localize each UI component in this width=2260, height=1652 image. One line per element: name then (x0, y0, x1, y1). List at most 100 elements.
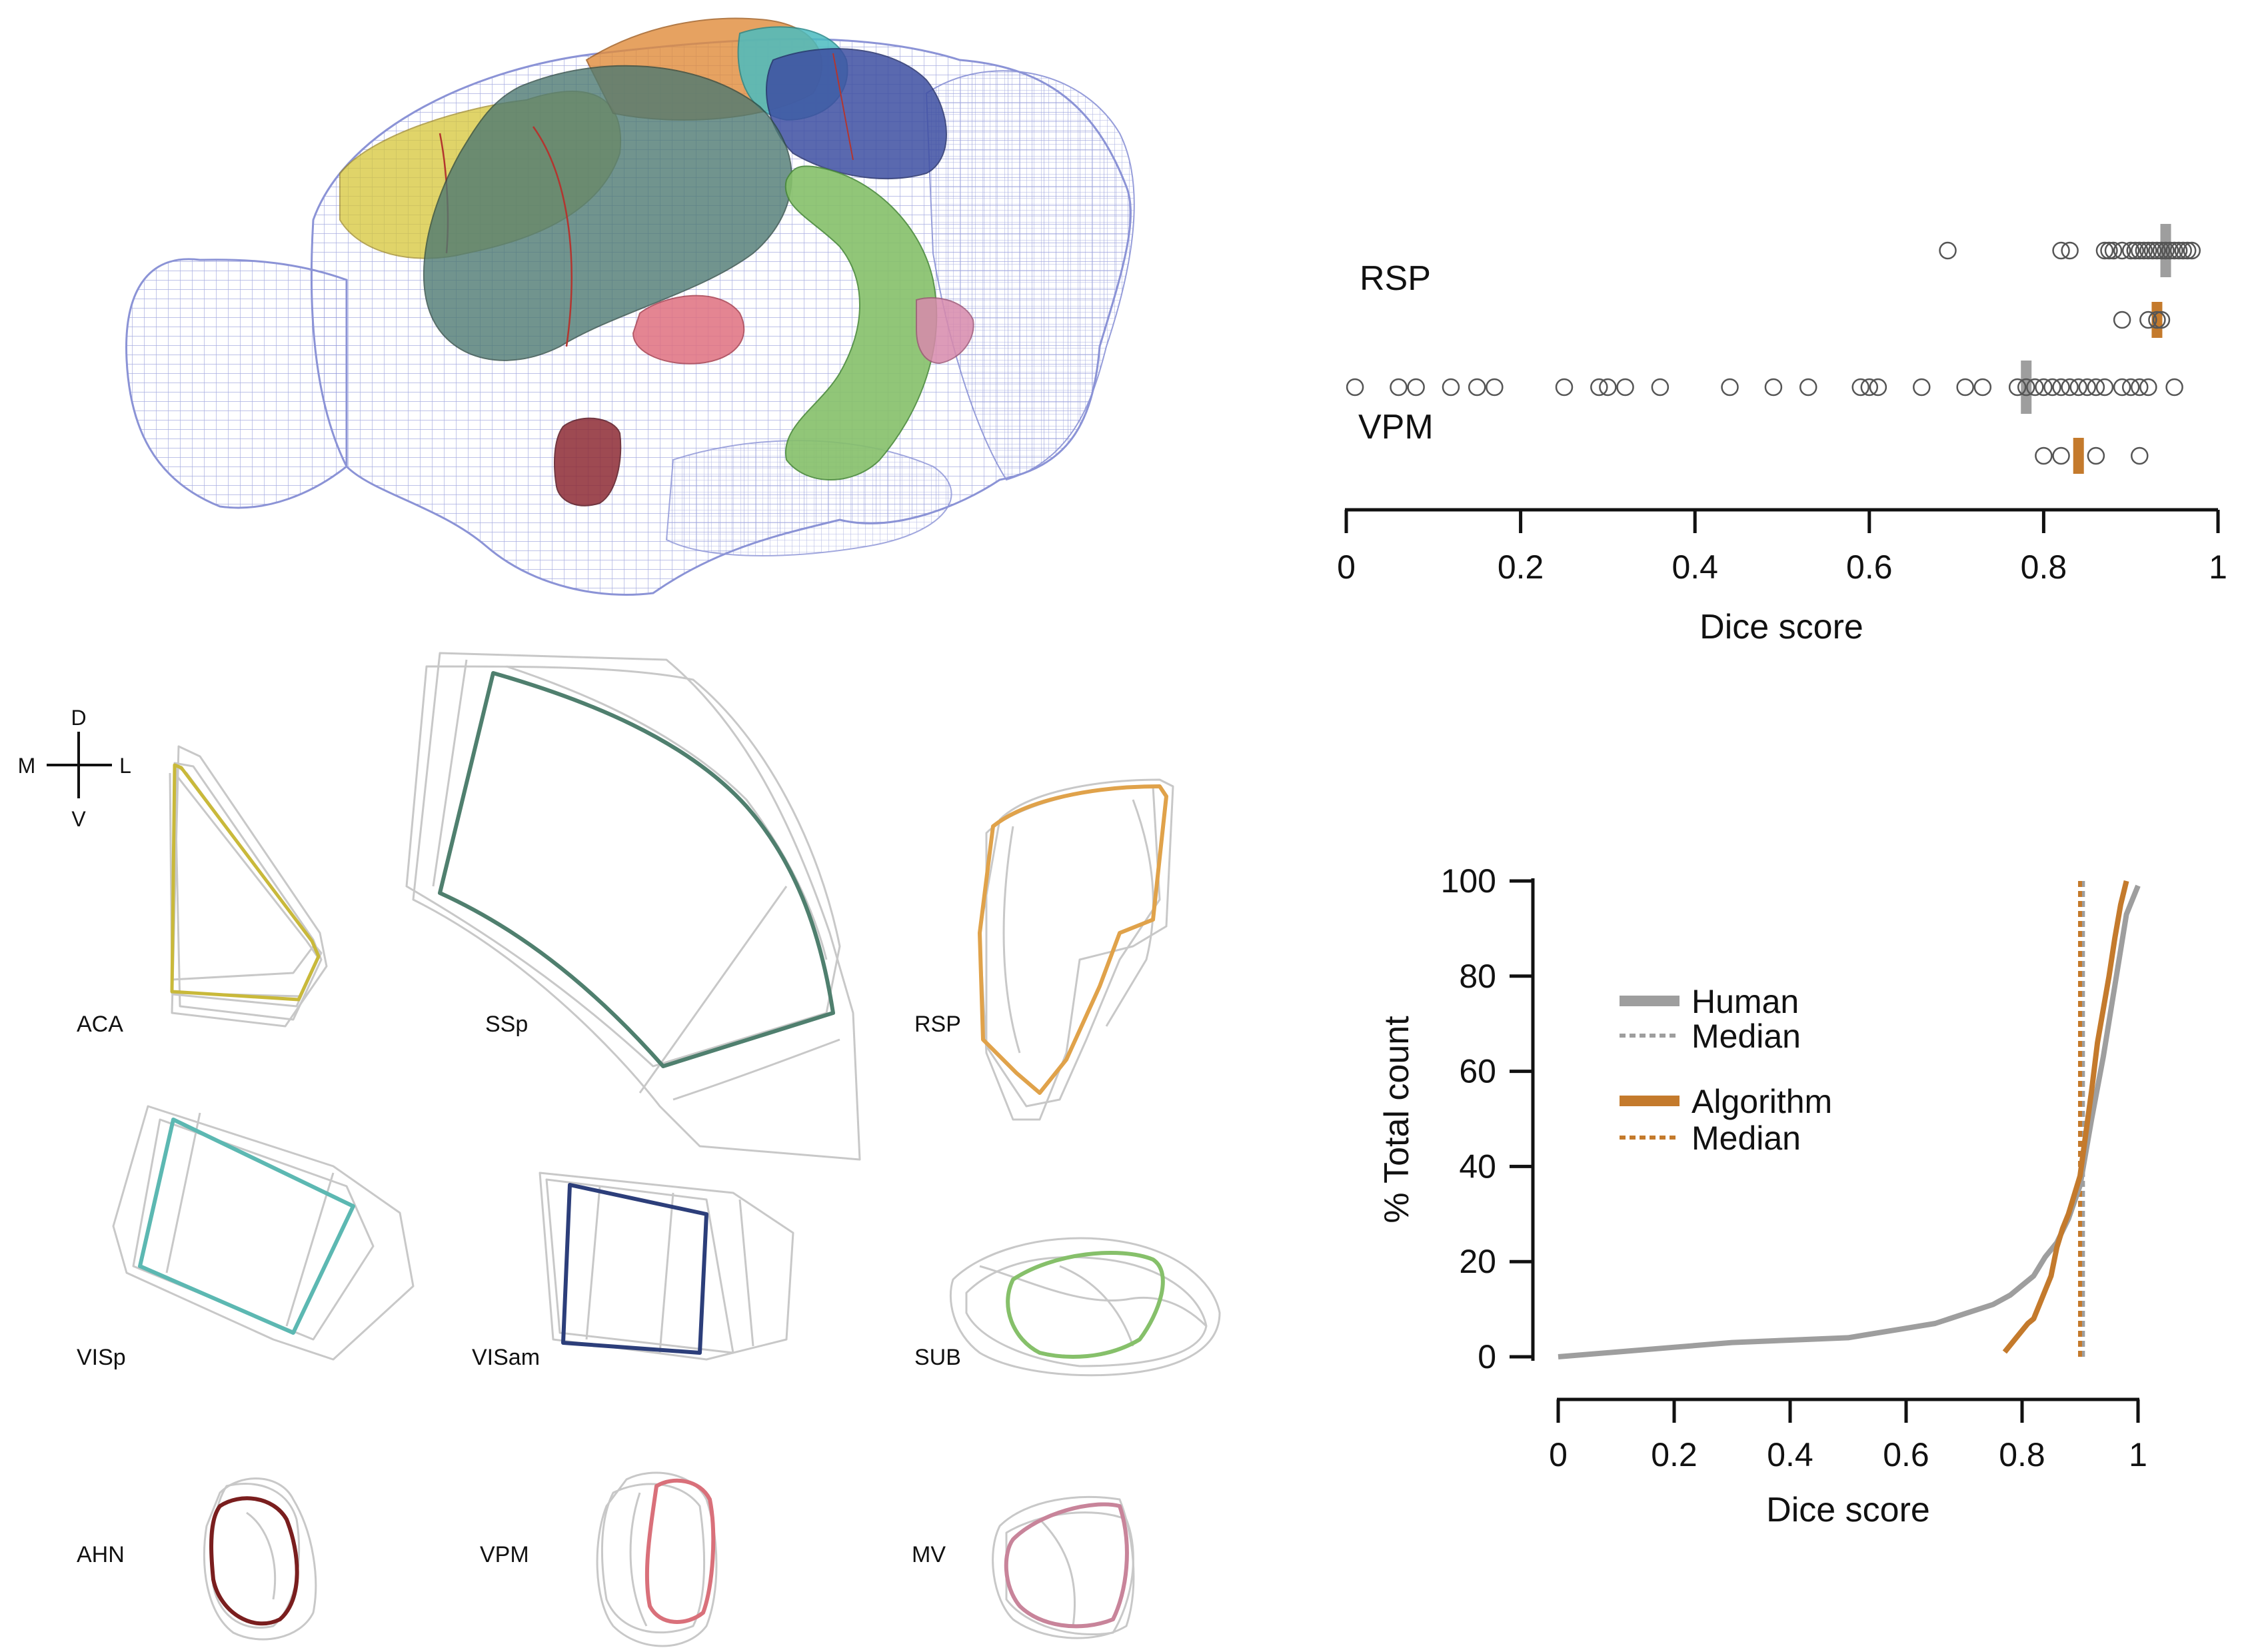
dotplot-human-point-VPM (1913, 378, 1931, 397)
region-label-VISam: VISam (472, 1345, 540, 1370)
dotplot-human-point-VPM (1486, 378, 1504, 397)
dotplot-x-tick-label: 0.6 (1846, 548, 1893, 586)
brain-region-AHN (554, 417, 622, 506)
dotplot-human-point-VPM (1799, 378, 1817, 397)
outline-SUB (949, 1237, 1221, 1377)
dotplot-algorithm-median-VPM (2073, 438, 2084, 474)
brain-region-VPM (632, 295, 745, 365)
dotplot-human-point-VPM (2078, 378, 2097, 397)
region-label-ACA: ACA (77, 1012, 123, 1037)
dotplot-human-point-VPM (1442, 378, 1460, 397)
brain-cerebellum-mesh (925, 70, 1135, 481)
dotplot-x-tick-label: 1 (2209, 548, 2227, 586)
dotplot-human-point-VPM (1651, 378, 1670, 397)
dotplot-human-point-RSP (2131, 241, 2149, 260)
orient-lateral: L (119, 754, 131, 778)
dotplot-human-point-VPM (2165, 378, 2183, 397)
dotplot-human-point-VPM (1851, 378, 1869, 397)
orient-medial: M (18, 754, 36, 778)
dotplot-human-point-RSP (2113, 241, 2131, 260)
cdf-y-tick-label: 0 (1478, 1338, 1496, 1375)
dotplot-human-point-RSP (2169, 241, 2188, 260)
dotplot-human-point-RSP (2104, 241, 2123, 260)
dotplot-human-point-RSP (2143, 241, 2162, 260)
dotplot-algorithm-point-VPM (2131, 446, 2149, 465)
dotplot-human-point-VPM (1616, 378, 1634, 397)
cumulative-chart: 0 0.2 0.4 0.6 0.8 1 0 20 40 60 80 100 Dice score %… (1378, 862, 2147, 1529)
dotplot-human-point-RSP (2165, 241, 2183, 260)
dotplot-algorithm-point-RSP (2148, 311, 2166, 329)
legend-label-algorithm: Algorithm (1692, 1083, 1832, 1120)
dotplot-human-point-VPM (1956, 378, 1974, 397)
dotplot-human-point-RSP (2178, 241, 2197, 260)
dotplot-x-ticks: 0 0.2 0.4 0.6 0.8 1 (1337, 510, 2227, 586)
legend-label-algorithm-median: Median (1692, 1120, 1801, 1157)
dotplot-human-point-RSP (2152, 241, 2171, 260)
dotplot-human-point-VPM (2131, 378, 2149, 397)
dotplot-human-point-VPM (2121, 378, 2140, 397)
region-label-SUB: SUB (914, 1345, 961, 1370)
dotplot-x-tick-label: 0 (1337, 548, 1356, 586)
region-label-RSP: RSP (914, 1012, 961, 1037)
dotplot-human-point-VPM (2113, 378, 2131, 397)
dotplot-human-point-VPM (2035, 378, 2053, 397)
dotplot-human-point-VPM (1468, 378, 1486, 397)
dice-dotplot: 0 0.2 0.4 0.6 0.8 1 RSP VPM Dice score (1337, 224, 2227, 646)
cdf-y-tick-label: 20 (1459, 1243, 1496, 1280)
dotplot-human-point-RSP (2052, 241, 2070, 260)
dotplot-human-point-VPM (2087, 378, 2105, 397)
dotplot-x-label: Dice score (1699, 608, 1863, 646)
dotplot-human-point-VPM (2095, 378, 2114, 397)
dotplot-human-point-VPM (1555, 378, 1574, 397)
cdf-x-tick-label: 0.2 (1651, 1436, 1697, 1473)
dotplot-human-point-RSP (2061, 241, 2079, 260)
outline-MV-algorithm (1004, 1502, 1129, 1629)
dotplot-human-point-VPM (2052, 378, 2070, 397)
dotplot-human-point-RSP (2121, 241, 2140, 260)
cdf-series-algorithm (2002, 880, 2129, 1354)
cdf-x-tick-label: 0.6 (1883, 1436, 1929, 1473)
cdf-x-tick-label: 1 (2129, 1436, 2147, 1473)
dotplot-human-point-VPM (1390, 378, 1408, 397)
dotplot-algorithm-point-RSP (2113, 311, 2131, 329)
dotplot-human-point-RSP (2095, 241, 2114, 260)
cdf-y-ticks: 0 20 40 60 80 100 (1441, 862, 1533, 1375)
region-label-MV: MV (912, 1542, 946, 1567)
dotplot-human-point-VPM (2017, 378, 2035, 397)
cdf-x-tick-label: 0 (1549, 1436, 1568, 1473)
cdf-x-label: Dice score (1766, 1491, 1930, 1529)
outline-AHN-algorithm (209, 1496, 299, 1626)
dotplot-x-tick-label: 0.2 (1498, 548, 1544, 586)
cdf-x-tick-label: 0.8 (1999, 1436, 2045, 1473)
dotplot-human-point-VPM (1346, 378, 1364, 397)
cdf-legend: Human Median Algorithm Median (1620, 983, 1832, 1157)
dotplot-human-point-RSP (2183, 241, 2201, 260)
orient-dorsal: D (71, 706, 86, 730)
dotplot-human-point-VPM (1764, 378, 1783, 397)
dotplot-human-point-RSP (2126, 241, 2144, 260)
dotplot-human-point-VPM (1860, 378, 1879, 397)
dotplot-human-point-VPM (1590, 378, 1608, 397)
cdf-series-lines (1558, 880, 2141, 1359)
dotplot-human-point-VPM (2061, 378, 2079, 397)
dotplot-group-label-RSP: RSP (1360, 259, 1431, 298)
dotplot-human-point-VPM (1973, 378, 1992, 397)
orientation-compass: D V M L (18, 706, 131, 831)
brain-hindbrain-mesh (665, 440, 952, 556)
dotplot-human-point-VPM (2043, 378, 2061, 397)
outline-VISam (539, 1172, 794, 1361)
dotplot-algorithm-point-RSP (2139, 311, 2157, 329)
outline-SSp-algorithm (438, 671, 835, 1068)
dotplot-human-point-VPM (2139, 378, 2157, 397)
region-label-VISp: VISp (77, 1345, 126, 1370)
cdf-median-lines (2078, 881, 2085, 1357)
dotplot-human-point-VPM (1599, 378, 1617, 397)
legend-label-human-median: Median (1692, 1018, 1801, 1055)
cdf-y-tick-label: 60 (1459, 1053, 1496, 1090)
outline-VISam-algorithm (561, 1183, 708, 1355)
dotplot-human-point-RSP (2148, 241, 2166, 260)
dotplot-human-point-RSP (2139, 241, 2157, 260)
dotplot-human-point-RSP (1939, 241, 1957, 260)
brain-region-SSp (423, 65, 792, 361)
